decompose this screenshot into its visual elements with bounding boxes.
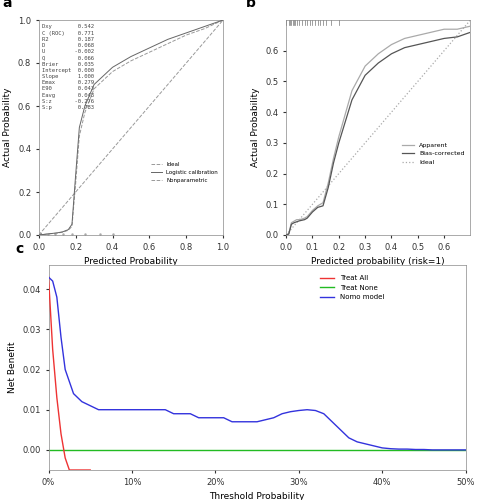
Y-axis label: Net Benefit: Net Benefit: [8, 342, 17, 393]
X-axis label: Predicted Probability: Predicted Probability: [84, 257, 178, 266]
Text: b: b: [245, 0, 255, 10]
Legend: Ideal, Logistic calibration, Nonparametric: Ideal, Logistic calibration, Nonparametr…: [148, 160, 220, 185]
Text: a: a: [2, 0, 12, 10]
Y-axis label: Actual Probability: Actual Probability: [250, 88, 259, 167]
Legend: Treat All, Treat None, Nomo model: Treat All, Treat None, Nomo model: [317, 272, 386, 303]
X-axis label: Threshold Probability: Threshold Probability: [209, 492, 304, 500]
Text: c: c: [15, 242, 23, 256]
Text: Dxy        0.542
C (ROC)    0.771
R2         0.187
D          0.068
U         -0: Dxy 0.542 C (ROC) 0.771 R2 0.187 D 0.068…: [43, 24, 94, 110]
X-axis label: Predicted probability (risk=1): Predicted probability (risk=1): [311, 257, 444, 266]
Legend: Apparent, Bias-corrected, Ideal: Apparent, Bias-corrected, Ideal: [398, 140, 467, 168]
Y-axis label: Actual Probability: Actual Probability: [3, 88, 12, 167]
